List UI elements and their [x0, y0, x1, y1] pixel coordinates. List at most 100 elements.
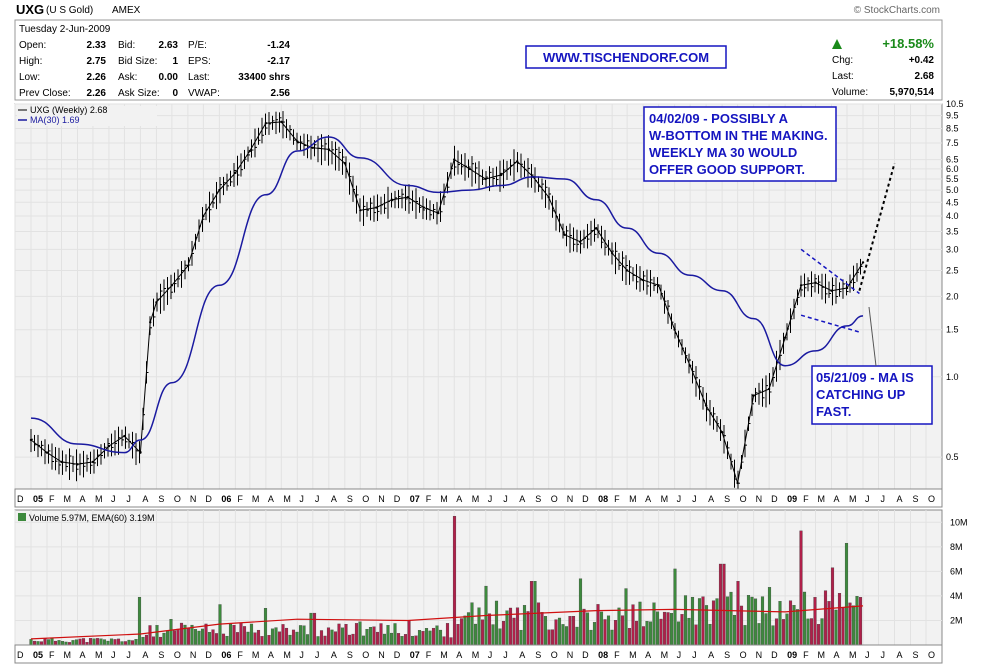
- x-tick-label: D: [205, 494, 212, 504]
- ema60-line: [30, 605, 864, 640]
- x-tick-label: J: [865, 494, 870, 504]
- volume-bar: [225, 635, 229, 645]
- stat-value: -1.24: [267, 40, 290, 51]
- volume-bar: [820, 618, 824, 645]
- volume-bar: [407, 620, 411, 645]
- volume-bar: [536, 602, 541, 645]
- volume-bar: [750, 596, 754, 645]
- price-legend: UXG (Weekly) 2.68 MA(30) 1.69: [17, 105, 157, 126]
- volume-bar: [284, 627, 289, 645]
- volume-bar: [312, 612, 317, 645]
- volume-bar: [81, 638, 86, 645]
- volume-bar: [785, 613, 789, 645]
- stat-value: 33400 shrs: [238, 72, 290, 83]
- volume-bar: [190, 624, 194, 645]
- x-tick-label: M: [849, 494, 857, 504]
- volume-bar: [375, 631, 380, 645]
- symbol: UXG: [16, 2, 44, 17]
- website-link[interactable]: WWW.TISCHENDORF.COM: [543, 50, 709, 65]
- x-tick-label: O: [551, 494, 558, 504]
- volume-bar: [95, 638, 100, 645]
- volume-bar: [169, 619, 173, 645]
- volume-bar: [806, 618, 810, 645]
- x-tick-label: 05: [33, 650, 43, 660]
- volume-bar: [610, 629, 614, 645]
- x-tick-label: J: [111, 494, 116, 504]
- x-tick-label: S: [535, 494, 541, 504]
- volume-bar: [851, 605, 856, 645]
- x-tick-label: A: [708, 494, 714, 504]
- volume-bar: [603, 619, 607, 645]
- volume-bar: [263, 608, 268, 645]
- stat-label: Bid Size:: [118, 56, 157, 67]
- volume-bar: [522, 605, 527, 645]
- stat-label: P/E:: [188, 40, 207, 51]
- volume-bar: [739, 605, 744, 645]
- volume-bar: [690, 596, 695, 645]
- stat-value: 2.63: [159, 40, 179, 51]
- y-tick-label: 1.0: [946, 372, 959, 382]
- x-tick-label: D: [17, 494, 24, 504]
- volume-bar: [613, 620, 618, 645]
- volume-bar: [396, 633, 401, 645]
- volume-tick-label: 10M: [950, 517, 968, 527]
- volume-bar: [354, 623, 359, 645]
- x-tick-label: F: [237, 650, 243, 660]
- y-tick-label: 10.5: [946, 99, 964, 109]
- volume-bar: [123, 641, 128, 645]
- volume-bar: [491, 624, 495, 645]
- x-tick-label: O: [362, 650, 369, 660]
- volume-bar: [186, 628, 191, 645]
- volume-bar: [463, 615, 467, 645]
- volume-bar: [389, 632, 394, 645]
- annotation-line: WEEKLY MA 30 WOULD: [649, 145, 797, 160]
- volume-bar: [767, 587, 772, 645]
- annotation-bottom: 05/21/09 - MA IS CATCHING UP FAST.: [816, 370, 914, 419]
- x-tick-label: J: [677, 650, 682, 660]
- volume-bar: [459, 618, 464, 645]
- legend-price: UXG (Weekly) 2.68: [30, 105, 107, 115]
- volume-bar: [197, 630, 201, 645]
- x-tick-label: J: [865, 650, 870, 660]
- x-tick-label: M: [472, 650, 480, 660]
- volume-bar: [50, 637, 54, 645]
- x-tick-label: N: [567, 494, 574, 504]
- volume-bar: [554, 619, 558, 645]
- volume-bar: [620, 615, 625, 645]
- price-grid: [14, 103, 942, 489]
- volume-bar: [771, 625, 775, 645]
- stat-value: 0: [172, 88, 178, 99]
- x-tick-label: F: [803, 650, 809, 660]
- x-tick-label: A: [79, 494, 85, 504]
- quote-stats: Open: 2.33 High: 2.75 Low: 2.26 Prev Close: 2.2…: [19, 40, 290, 99]
- x-axis-strip: [14, 488, 943, 508]
- y-tick-label: 6.0: [946, 164, 959, 174]
- company-name: (U S Gold): [46, 5, 93, 16]
- y-tick-label: 8.5: [946, 124, 959, 134]
- last-value: 2.68: [915, 71, 935, 82]
- stat-value: -2.17: [267, 56, 290, 67]
- volume-bar: [148, 625, 152, 645]
- volume-bar: [246, 631, 250, 645]
- volume-bar: [424, 628, 429, 645]
- volume-bar: [319, 630, 324, 645]
- volume-bar: [442, 636, 446, 645]
- volume-bar: [477, 607, 481, 645]
- volume-bar: [176, 628, 180, 645]
- x-tick-label: J: [503, 494, 508, 504]
- volume-bar: [617, 607, 621, 645]
- volume-bar: [46, 639, 51, 645]
- volume-bar: [666, 612, 670, 645]
- volume-bar: [466, 612, 471, 645]
- volume-bar: [326, 627, 331, 645]
- volume-bar: [242, 626, 247, 645]
- x-tick-label: J: [126, 650, 130, 660]
- x-tick-label: J: [692, 650, 697, 660]
- x-tick-label: 09: [787, 650, 797, 660]
- stat-label: Ask:: [118, 72, 137, 83]
- x-tick-label: F: [237, 494, 243, 504]
- y-tick-label: 2.0: [946, 291, 959, 301]
- x-tick-label: A: [897, 650, 903, 660]
- volume-bar: [561, 624, 565, 645]
